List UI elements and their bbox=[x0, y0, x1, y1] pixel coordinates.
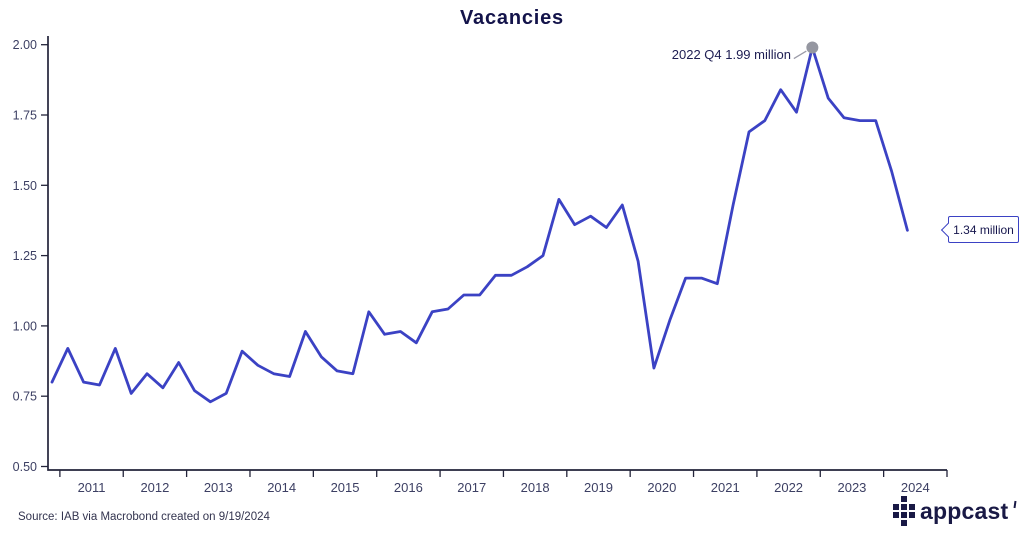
axis-lines bbox=[47, 36, 947, 471]
x-year-label: 2013 bbox=[204, 480, 233, 495]
x-year-label: 2012 bbox=[140, 480, 169, 495]
x-year-label: 2018 bbox=[521, 480, 550, 495]
peak-annotation-label: 2022 Q4 1.99 million bbox=[671, 47, 791, 62]
latest-value-label: 1.34 million bbox=[953, 222, 1014, 237]
latest-value-callout: 1.34 million bbox=[940, 216, 1019, 243]
x-year-label: 2022 bbox=[774, 480, 803, 495]
appcast-logo-mark-icon bbox=[893, 496, 915, 526]
source-note: Source: IAB via Macrobond created on 9/1… bbox=[18, 511, 270, 523]
x-year-label: 2017 bbox=[457, 480, 486, 495]
peak-marker-dot bbox=[806, 41, 819, 54]
appcast-logo-text: appcast bbox=[920, 497, 1009, 524]
x-year-label: 2016 bbox=[394, 480, 423, 495]
appcast-logo: appcast bbox=[893, 496, 1017, 526]
chart-title: Vacancies bbox=[460, 7, 564, 29]
y-tick-label: 1.00 bbox=[13, 319, 37, 333]
y-tick-label: 2.00 bbox=[13, 38, 37, 52]
y-tick-label: 0.50 bbox=[13, 460, 37, 474]
x-year-label: 2014 bbox=[267, 480, 296, 495]
annotation-leader-line bbox=[793, 50, 807, 60]
x-year-label: 2011 bbox=[78, 480, 106, 495]
x-year-label: 2024 bbox=[901, 480, 930, 495]
y-tick-label: 0.75 bbox=[13, 390, 37, 404]
x-year-label: 2021 bbox=[711, 480, 740, 495]
y-tick-label: 1.75 bbox=[13, 109, 37, 123]
x-year-label: 2023 bbox=[837, 480, 866, 495]
x-year-label: 2020 bbox=[647, 480, 676, 495]
y-tick-label: 1.50 bbox=[13, 179, 37, 193]
vacancies-series-line bbox=[50, 46, 909, 404]
y-tick-label: 1.25 bbox=[13, 249, 37, 263]
x-year-label: 2019 bbox=[584, 480, 613, 495]
x-year-label: 2015 bbox=[331, 480, 360, 495]
